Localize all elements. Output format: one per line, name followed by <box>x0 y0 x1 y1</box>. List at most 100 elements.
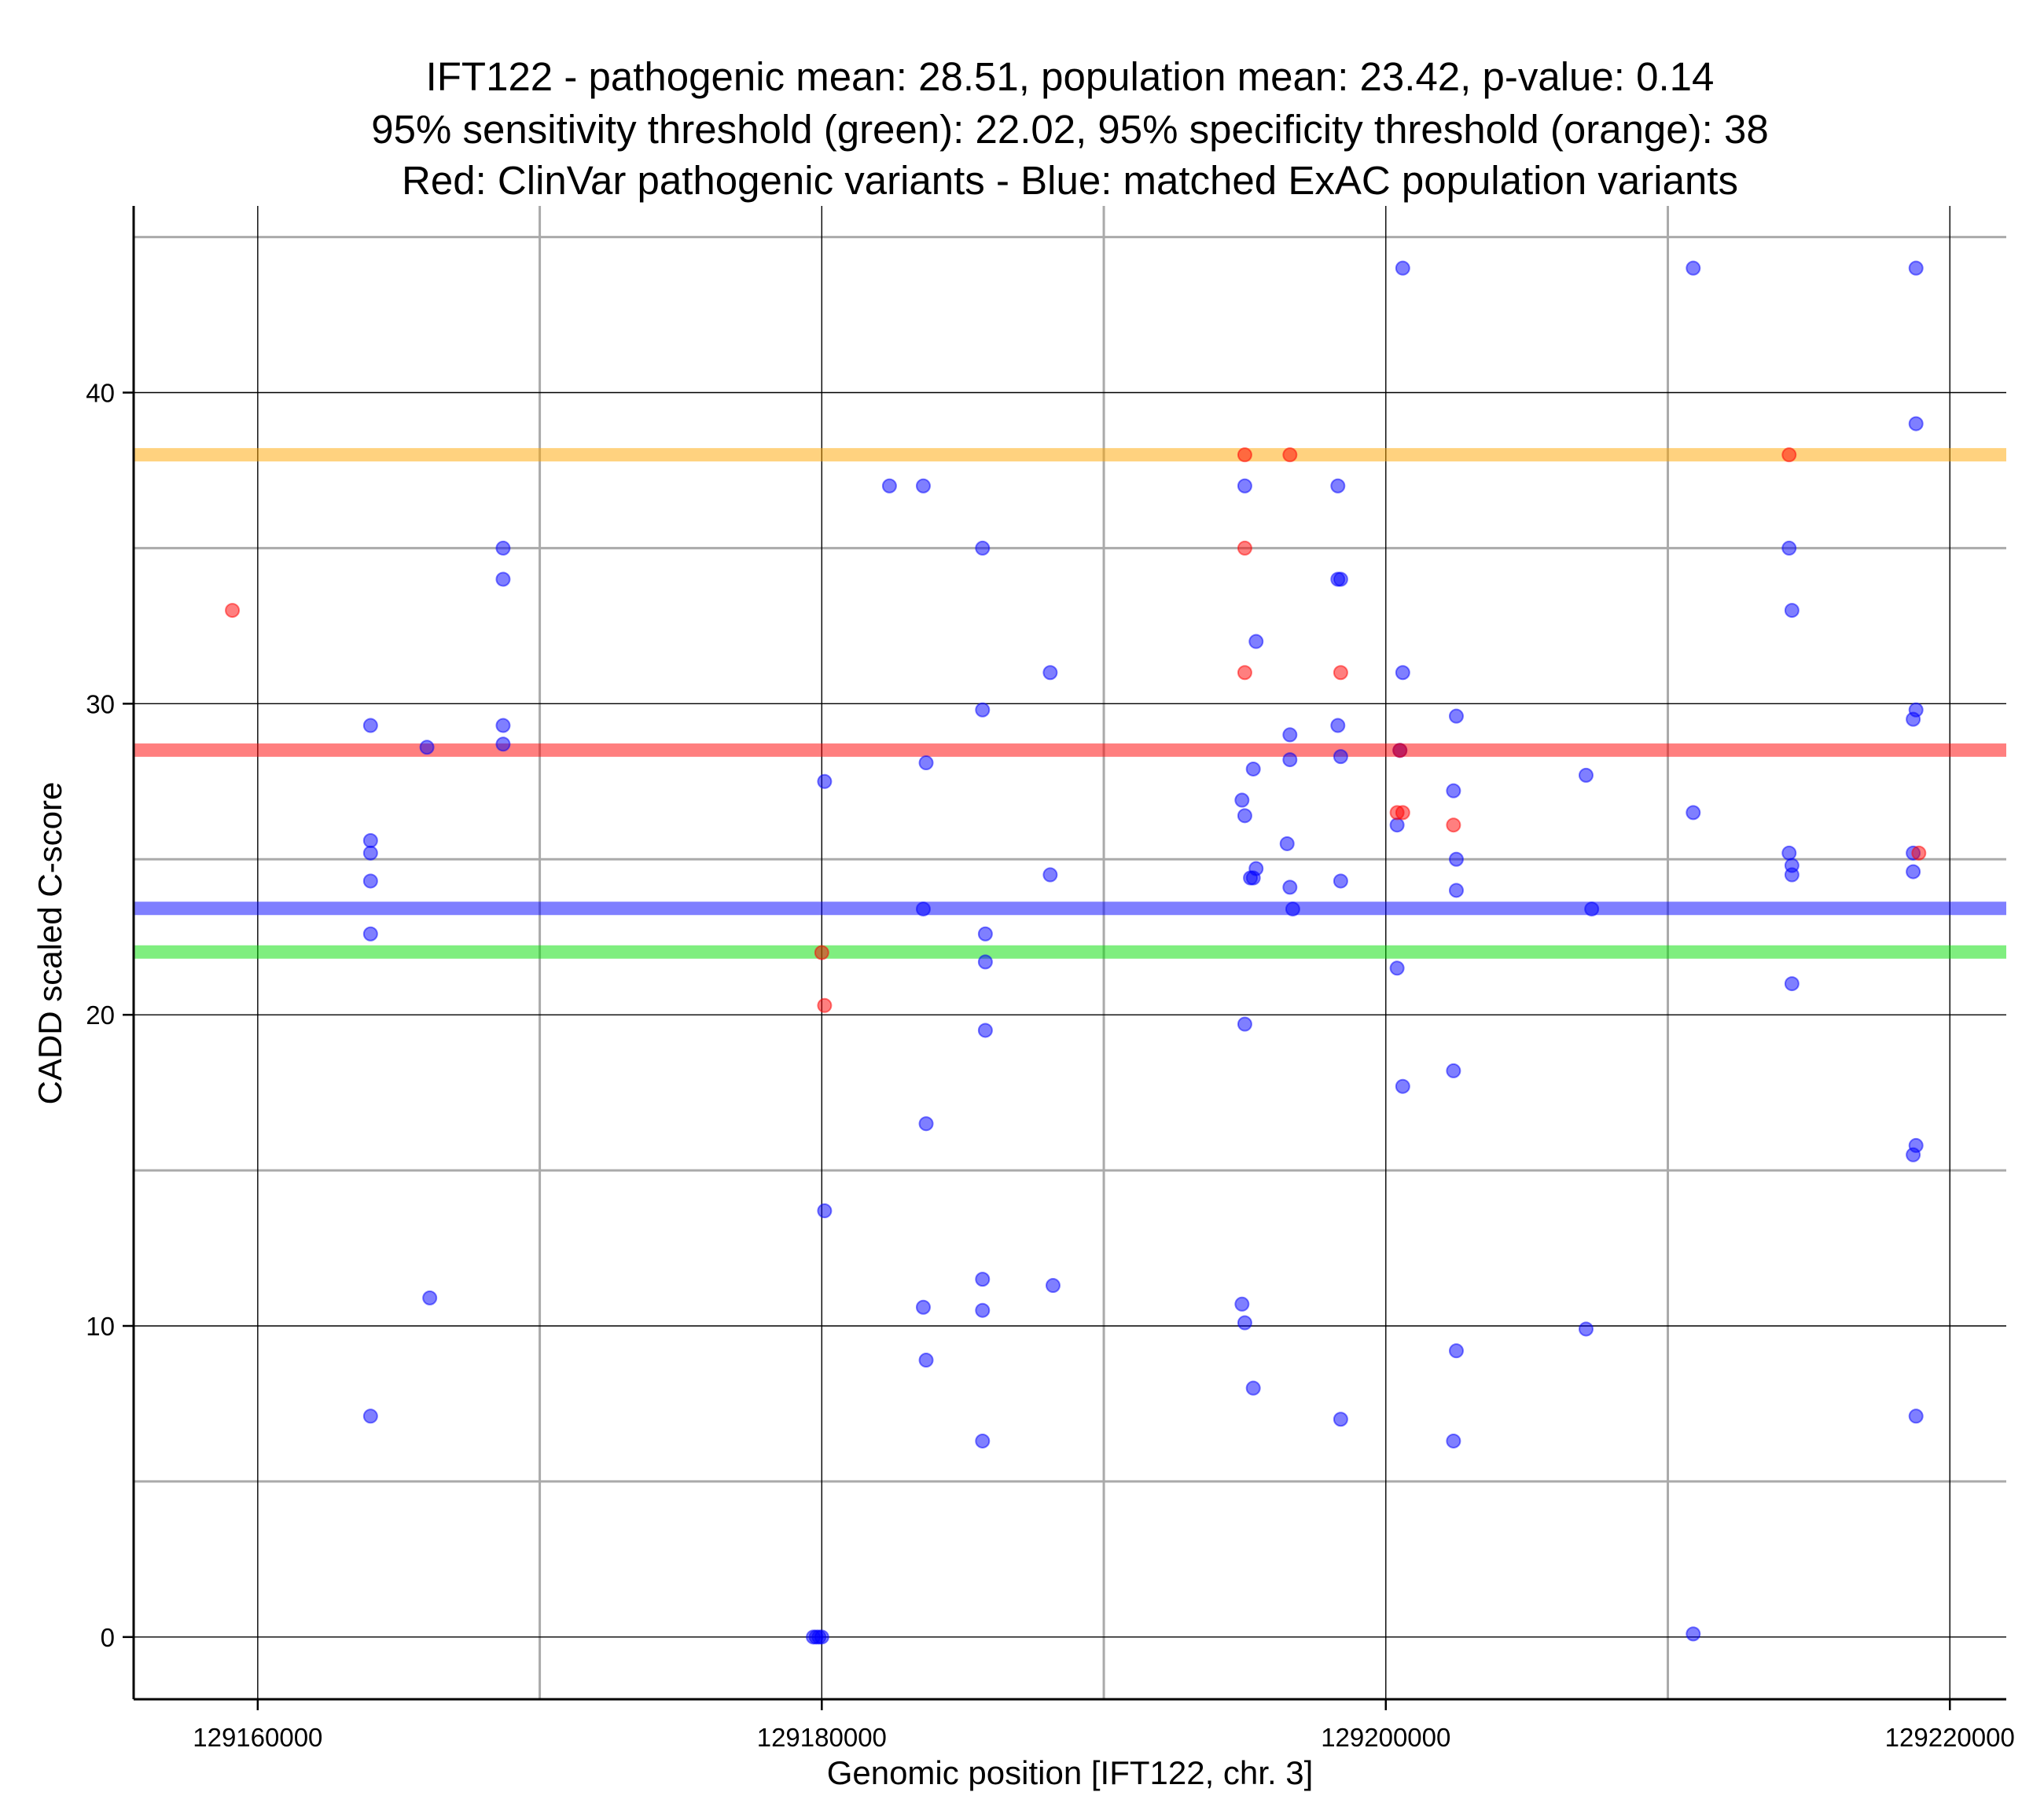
population-point <box>1448 883 1464 898</box>
title-line-2: 95% sensitivity threshold (green): 22.02… <box>371 107 1768 152</box>
population-point <box>1237 1016 1252 1032</box>
y-tick-label: 40 <box>86 379 115 408</box>
population-point <box>1333 571 1348 587</box>
pathogenic-point <box>1395 805 1410 821</box>
threshold-lines <box>134 448 2006 959</box>
axes <box>132 206 2006 1701</box>
x-tick-label: 129160000 <box>193 1723 322 1752</box>
population-point <box>1446 1063 1461 1078</box>
y-tick-label: 0 <box>101 1623 115 1652</box>
x-axis-title: Genomic position [IFT122, chr. 3] <box>827 1754 1314 1791</box>
population-point <box>1395 260 1410 276</box>
pathogenic-point <box>1237 665 1252 681</box>
population-point <box>362 1408 378 1424</box>
population-point <box>1333 749 1348 765</box>
pathogenic-point <box>1446 817 1461 833</box>
population-point <box>362 833 378 848</box>
population-point <box>1906 864 1921 879</box>
population-point <box>1248 633 1264 649</box>
population-point <box>975 1272 991 1287</box>
population-point <box>975 540 991 556</box>
population-point <box>817 773 833 789</box>
pathogenic-point <box>1392 743 1408 758</box>
population-point <box>977 954 993 970</box>
population-point <box>975 702 991 718</box>
pathogenic-point <box>817 997 833 1013</box>
population-point <box>915 1299 931 1315</box>
population-point <box>1282 879 1298 895</box>
population-point <box>1784 603 1800 619</box>
population-point <box>1237 1315 1252 1331</box>
pathogenic-point <box>1237 447 1252 463</box>
y-tick-label: 30 <box>86 689 115 718</box>
population-point <box>419 740 435 755</box>
population-point <box>814 1629 829 1645</box>
x-tick-label: 129220000 <box>1885 1723 2015 1752</box>
pathogenic-point <box>1781 447 1797 463</box>
population-point <box>1584 901 1600 917</box>
population-point <box>1448 708 1464 724</box>
population-point <box>1282 752 1298 768</box>
population-point <box>1784 867 1800 883</box>
population-point <box>1282 727 1298 743</box>
population-point <box>1245 1380 1261 1396</box>
population-point <box>1908 702 1924 718</box>
population-point <box>422 1290 438 1305</box>
pathogenic-point <box>1333 665 1348 681</box>
population-point <box>362 926 378 942</box>
population-point <box>1395 665 1410 681</box>
population-point <box>1042 867 1058 883</box>
population-point <box>1237 808 1252 824</box>
population-point <box>1333 1412 1348 1427</box>
population-point <box>918 1353 934 1368</box>
population-point <box>495 736 511 752</box>
population-point <box>1279 835 1295 851</box>
population-point <box>918 755 934 771</box>
population-point <box>1781 540 1797 556</box>
population-point <box>495 718 511 733</box>
population-point <box>1784 976 1800 992</box>
population-point <box>1781 845 1797 861</box>
population-point <box>915 901 931 917</box>
population-point <box>362 718 378 733</box>
pathogenic-point <box>1237 540 1252 556</box>
population-point <box>495 571 511 587</box>
population-point <box>1330 718 1346 733</box>
pathogenic-point <box>225 603 241 619</box>
data-points <box>225 260 1927 1645</box>
population-point <box>1234 792 1250 808</box>
population-point <box>977 1023 993 1038</box>
population-point <box>1285 901 1300 917</box>
population-point <box>1448 1343 1464 1359</box>
population-point <box>1237 478 1252 494</box>
population-point <box>495 540 511 556</box>
title-line-1: IFT122 - pathogenic mean: 28.51, populat… <box>426 54 1715 99</box>
population-point <box>1448 851 1464 867</box>
title-line-3: Red: ClinVar pathogenic variants - Blue:… <box>402 158 1738 203</box>
population-point <box>1330 478 1346 494</box>
chart-title: IFT122 - pathogenic mean: 28.51, populat… <box>371 54 1768 203</box>
population-point <box>1446 783 1461 799</box>
population-point <box>1578 1321 1594 1337</box>
population-point <box>1042 665 1058 681</box>
tick-labels: 129160000 129180000 129200000 129220000 0 10 2… <box>86 379 2015 1753</box>
population-point <box>1234 1296 1250 1312</box>
population-point <box>1686 1626 1701 1642</box>
population-point <box>1908 1408 1924 1424</box>
population-point <box>1908 416 1924 431</box>
population-point <box>1578 767 1594 783</box>
pathogenic-point <box>1911 845 1927 861</box>
y-tick-label: 20 <box>86 1001 115 1030</box>
population-point <box>881 478 897 494</box>
population-point <box>1446 1433 1461 1449</box>
population-point <box>1686 805 1701 821</box>
population-point <box>1908 1137 1924 1153</box>
population-point <box>1245 761 1261 777</box>
pathogenic-point <box>1282 447 1298 463</box>
population-point <box>1045 1278 1061 1294</box>
x-tick-label: 129200000 <box>1321 1723 1450 1752</box>
x-tick-label: 129180000 <box>757 1723 887 1752</box>
population-point <box>975 1302 991 1318</box>
